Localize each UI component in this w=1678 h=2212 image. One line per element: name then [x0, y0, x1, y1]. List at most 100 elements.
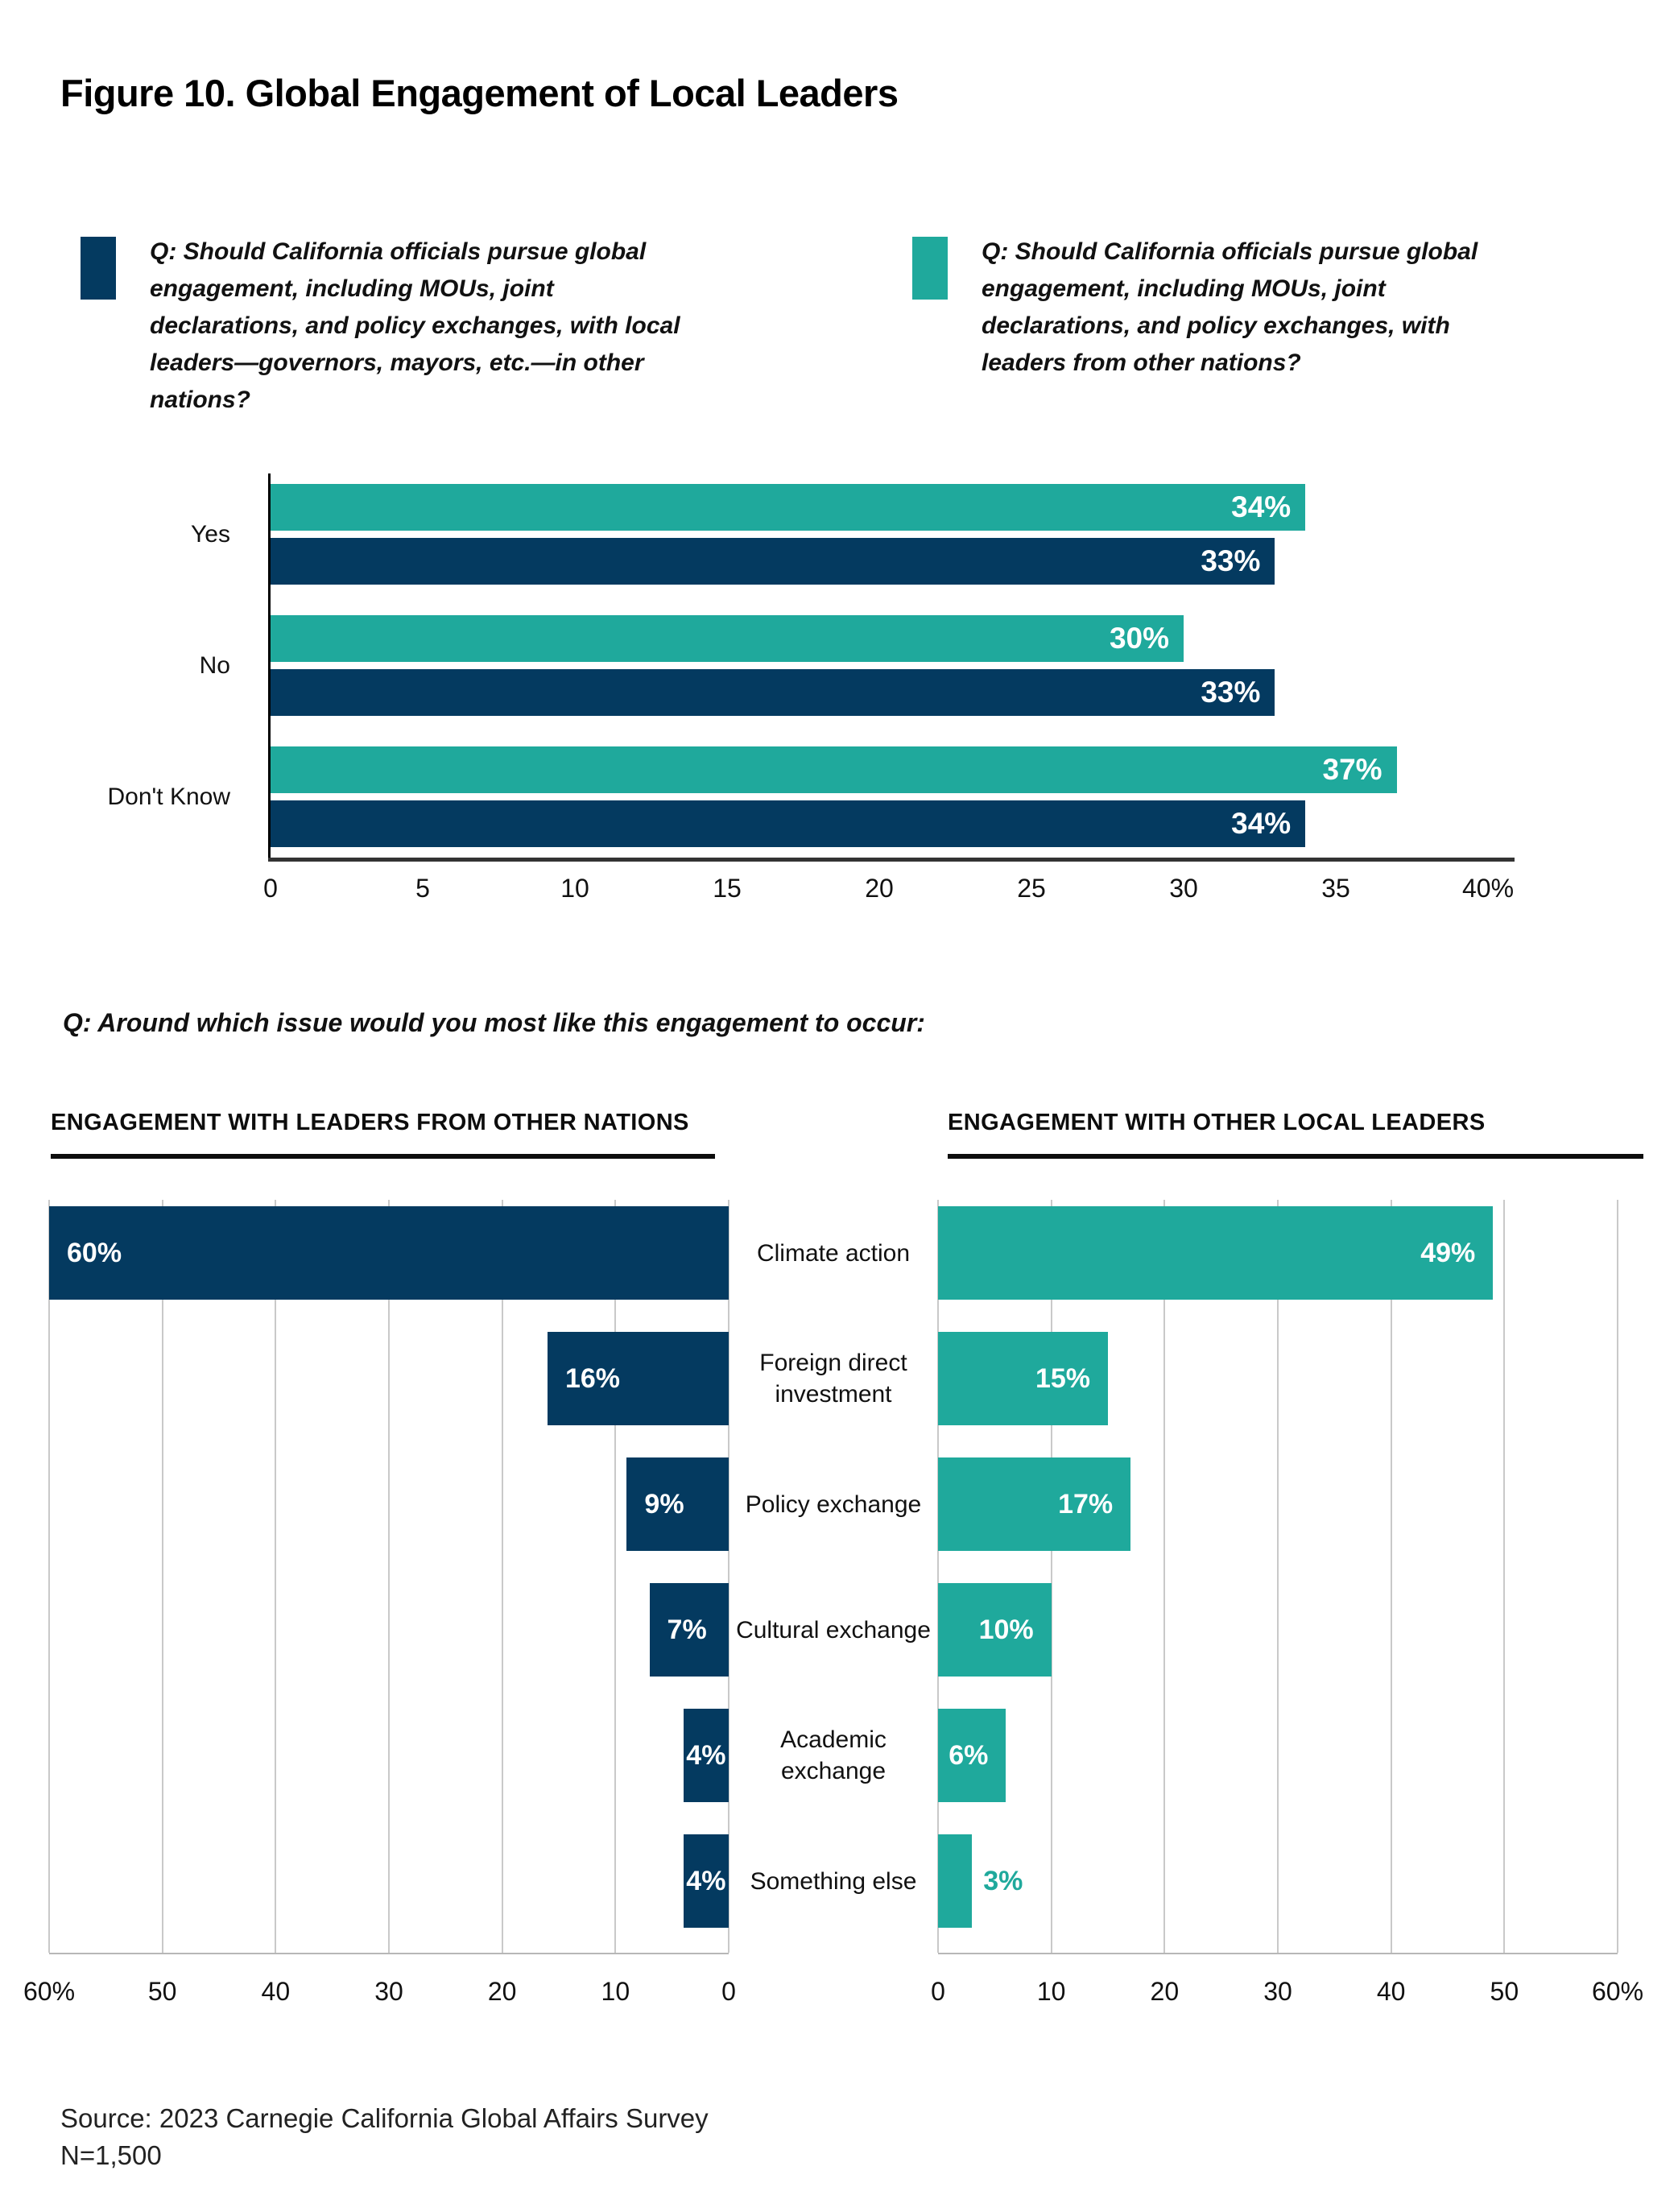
bar-row: 49% [938, 1206, 1618, 1300]
bar-value-label: 16% [564, 1362, 620, 1394]
bar-segment: 34% [271, 484, 1306, 531]
bar-value-label: 6% [949, 1739, 989, 1771]
bar-value-label: 3% [983, 1865, 1023, 1896]
gridline [48, 1200, 50, 1953]
bar-row: 7% [49, 1583, 729, 1677]
axis-tick-label: 10 [601, 1977, 630, 2006]
bar-value-label: 30% [1109, 622, 1169, 655]
axis-tick-label: 60% [23, 1977, 76, 2006]
bar-segment: 10% [938, 1583, 1052, 1677]
legend-question-text: Q: Should California officials pursue gl… [982, 238, 1478, 376]
category-label: Something else [750, 1867, 917, 1895]
category-label: Academic exchange [780, 1726, 887, 1784]
axis-tick-label: 35 [1321, 874, 1350, 903]
gridline [275, 1200, 277, 1953]
bar-row: 16% [49, 1332, 729, 1425]
axis-tick-label: 0 [721, 1977, 736, 2006]
bottom-right-axis-ticks: 0 10 20 30 40 50 60% [931, 1977, 1643, 2012]
axis-tick-label: 20 [1150, 1977, 1180, 2006]
axis-tick-label: 20 [865, 874, 894, 903]
bar-value-label: 60% [67, 1237, 122, 1268]
gridline [1277, 1200, 1279, 1953]
gridline [1390, 1200, 1392, 1953]
bar-row: 6% [938, 1709, 1618, 1802]
bar-value-label: 49% [1420, 1237, 1476, 1268]
category-label: Don't Know [107, 783, 230, 810]
bar-row: 10% [938, 1583, 1618, 1677]
teal-legend-swatch [912, 237, 948, 300]
axis-tick-label: 40 [261, 1977, 291, 2006]
axis-tick-label: 0 [263, 874, 278, 903]
bar-row: 9% [49, 1457, 729, 1551]
bar-value-label: 17% [1058, 1488, 1114, 1519]
bar-segment [938, 1834, 973, 1928]
gridline [1163, 1200, 1166, 1953]
gridline [388, 1200, 390, 1953]
gridline [937, 1200, 939, 1953]
bar-segment: 33% [271, 538, 1275, 585]
axis-tick-label: 40 [1376, 1977, 1406, 2006]
top-chart-axis-ticks: 0 5 10 15 20 25 30 35 40% [263, 874, 1514, 909]
right-section-header: ENGAGEMENT WITH OTHER LOCAL LEADERS [948, 1110, 1643, 1159]
axis-tick-label: 5 [415, 874, 430, 903]
category-label: Climate action [756, 1239, 911, 1267]
axis-tick-label: 50 [147, 1977, 177, 2006]
axis-tick-label: 40% [1461, 874, 1515, 903]
axis-tick-label: 10 [560, 874, 589, 903]
axis-tick-label: 20 [487, 1977, 517, 2006]
gridline [728, 1200, 729, 1953]
bar-segment: 15% [938, 1332, 1108, 1425]
bar-segment: 9% [626, 1457, 729, 1551]
navy-legend-swatch [81, 237, 116, 300]
category-label: Foreign direct investment [759, 1350, 907, 1408]
top-chart-plot: 34% 33% 30% 33% 37% 34% [268, 473, 1515, 862]
bar-segment: 4% [683, 1709, 729, 1802]
bar-row: 17% [938, 1457, 1618, 1551]
axis-tick-label: 0 [931, 1977, 945, 2006]
bottom-left-axis-ticks: 60% 50 40 30 20 10 0 [23, 1977, 736, 2012]
bar-value-label: 7% [667, 1614, 707, 1645]
bar-value-label: 34% [1231, 807, 1292, 840]
bar-segment: 37% [271, 746, 1397, 793]
bar-value-label: 4% [686, 1739, 726, 1771]
bar-segment: 7% [649, 1583, 729, 1677]
bar-row: 4% [49, 1709, 729, 1802]
question2-text: Q: Around which issue would you most lik… [63, 1008, 925, 1037]
bar-row: 15% [938, 1332, 1618, 1425]
axis-tick-label: 15 [713, 874, 742, 903]
axis-tick-label: 30 [1169, 874, 1198, 903]
gridline [614, 1200, 617, 1953]
axis-tick-label: 30 [1263, 1977, 1292, 2006]
bar-segment: 17% [938, 1457, 1131, 1551]
figure-title: Figure 10. Global Engagement of Local Le… [60, 72, 899, 114]
bar-value-label: 10% [978, 1614, 1034, 1645]
gridline [1050, 1200, 1052, 1953]
bar-value-label: 33% [1201, 544, 1261, 577]
bar-segment: 30% [271, 615, 1184, 662]
source-text: Source: 2023 Carnegie California Global … [60, 2103, 709, 2133]
top-chart-category-labels: Yes No Don't Know [0, 475, 251, 858]
legend-question-text: Q: Should California officials pursue gl… [150, 238, 680, 413]
y-axis-line [268, 473, 271, 859]
bar-value-label: 37% [1322, 753, 1382, 786]
sample-size-text: N=1,500 [60, 2140, 162, 2170]
bar-value-label: 34% [1231, 490, 1292, 523]
bar-value-label: 15% [1035, 1362, 1090, 1394]
bottom-left-chart-plot: 60% 16% 9% 7% 4% 4% [48, 1200, 729, 1954]
gridline [501, 1200, 503, 1953]
left-section-header: ENGAGEMENT WITH LEADERS FROM OTHER NATIO… [51, 1110, 715, 1159]
gridline [161, 1200, 163, 1953]
category-label: Yes [191, 520, 230, 548]
axis-tick-label: 25 [1017, 874, 1046, 903]
bar-segment: 6% [938, 1709, 1006, 1802]
axis-tick-label: 10 [1036, 1977, 1066, 2006]
bar-value-label: 9% [644, 1488, 684, 1519]
bar-segment: 33% [271, 669, 1275, 716]
axis-tick-label: 50 [1490, 1977, 1519, 2006]
bar-row: 4% [49, 1834, 729, 1928]
category-label: Cultural exchange [736, 1616, 931, 1643]
x-axis-line [268, 858, 1515, 862]
axis-tick-label: 60% [1591, 1977, 1644, 2006]
bar-row: 3% [938, 1834, 1618, 1928]
gridline [1503, 1200, 1506, 1953]
